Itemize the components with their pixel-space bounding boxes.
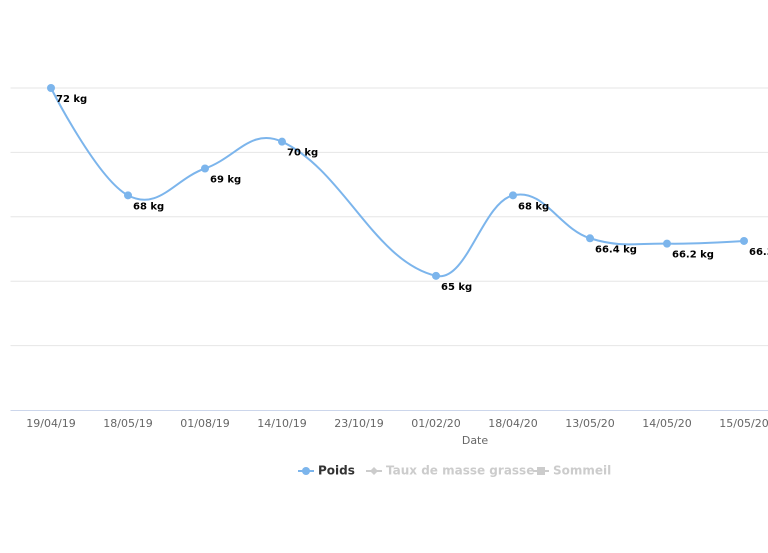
- legend-marker: [370, 467, 378, 475]
- data-label: 68 kg: [518, 201, 549, 212]
- data-label: 69 kg: [210, 175, 241, 186]
- point-marker: [432, 271, 440, 280]
- point-marker: [740, 236, 748, 245]
- data-label: 65 kg: [441, 282, 472, 293]
- legend-label: Taux de masse grasse: [386, 464, 534, 478]
- x-tick-label: 01/08/19: [180, 417, 229, 430]
- point-marker: [509, 191, 517, 200]
- legend-item[interactable]: Taux de masse grasse: [366, 464, 534, 478]
- point-marker: [201, 164, 209, 173]
- legend-label: Poids: [318, 464, 355, 478]
- data-label: 66.4 kg: [595, 244, 637, 255]
- x-tick-label: 23/10/19: [334, 417, 383, 430]
- series-line: [50, 87, 745, 278]
- legend-item[interactable]: Poids: [298, 464, 355, 478]
- x-tick-label: 15/05/20: [719, 417, 768, 430]
- point-marker: [47, 84, 55, 92]
- legend-marker: [302, 467, 310, 475]
- point-marker: [278, 137, 286, 146]
- x-tick-label: 13/05/20: [565, 417, 614, 430]
- x-tick-label: 01/02/20: [411, 417, 460, 430]
- legend-marker: [537, 467, 545, 475]
- data-label: 68 kg: [133, 201, 164, 212]
- legend-item[interactable]: Sommeil: [533, 464, 611, 478]
- x-tick-label: 14/05/20: [642, 417, 691, 430]
- point-marker: [124, 191, 132, 200]
- x-tick-label: 19/04/19: [26, 417, 75, 430]
- x-tick-label: 14/10/19: [257, 417, 306, 430]
- legend-label: Sommeil: [553, 464, 611, 478]
- point-marker: [663, 239, 671, 248]
- data-label: 66.3 kg: [749, 247, 768, 258]
- x-axis-title: Date: [462, 434, 489, 447]
- x-tick-label: 18/04/20: [488, 417, 537, 430]
- data-label: 66.2 kg: [672, 250, 714, 261]
- x-tick-label: 18/05/19: [103, 417, 152, 430]
- point-marker: [586, 234, 594, 243]
- data-label: 70 kg: [287, 148, 318, 159]
- data-label: 72 kg: [56, 94, 87, 105]
